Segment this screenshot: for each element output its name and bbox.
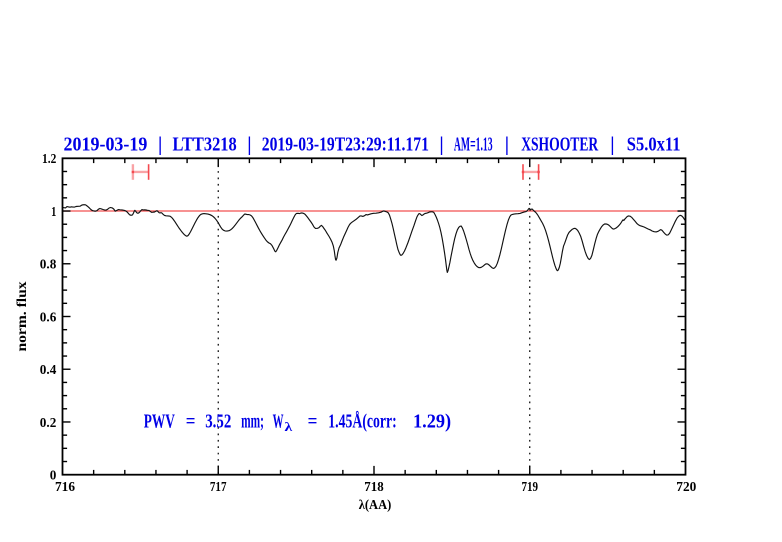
svg-text:W: W bbox=[273, 411, 284, 432]
svg-text:LTT3218: LTT3218 bbox=[173, 135, 237, 156]
svg-text:0.8: 0.8 bbox=[40, 257, 57, 272]
svg-text:1.2: 1.2 bbox=[42, 151, 56, 166]
svg-text:|: | bbox=[247, 135, 251, 156]
svg-text:1.29): 1.29) bbox=[413, 411, 451, 432]
svg-text:719: 719 bbox=[522, 479, 539, 494]
svg-text:2019-03-19T23:29:11.171: 2019-03-19T23:29:11.171 bbox=[262, 135, 429, 156]
svg-text:λ: λ bbox=[285, 419, 293, 434]
svg-text:0.2: 0.2 bbox=[40, 415, 57, 430]
svg-text:0.6: 0.6 bbox=[40, 309, 57, 324]
svg-text:720: 720 bbox=[676, 479, 696, 494]
svg-text:716: 716 bbox=[55, 479, 75, 494]
svg-text:AM=1.13: AM=1.13 bbox=[454, 135, 493, 156]
svg-text:3.52: 3.52 bbox=[205, 411, 231, 432]
svg-text:|: | bbox=[505, 135, 509, 156]
svg-text:=: = bbox=[186, 411, 196, 432]
svg-text:=: = bbox=[308, 411, 318, 432]
svg-text:717: 717 bbox=[210, 479, 227, 494]
svg-text:|: | bbox=[610, 135, 614, 156]
svg-text:718: 718 bbox=[364, 479, 383, 494]
svg-text:XSHOOTER: XSHOOTER bbox=[521, 135, 599, 156]
svg-text:S5.0x11: S5.0x11 bbox=[627, 135, 681, 156]
svg-text:2019-03-19: 2019-03-19 bbox=[64, 135, 148, 156]
svg-text:0.4: 0.4 bbox=[40, 362, 57, 377]
svg-text:0: 0 bbox=[50, 468, 57, 483]
svg-text:|: | bbox=[158, 135, 162, 156]
svg-text:|: | bbox=[439, 135, 443, 156]
svg-text:1: 1 bbox=[51, 204, 56, 219]
svg-text:λ(AA): λ(AA) bbox=[359, 498, 392, 513]
svg-text:1.45Å(corr:: 1.45Å(corr: bbox=[328, 411, 396, 432]
svg-text:mm;: mm; bbox=[241, 411, 264, 432]
svg-text:PWV: PWV bbox=[144, 411, 175, 432]
svg-text:norm. flux: norm. flux bbox=[15, 282, 30, 352]
